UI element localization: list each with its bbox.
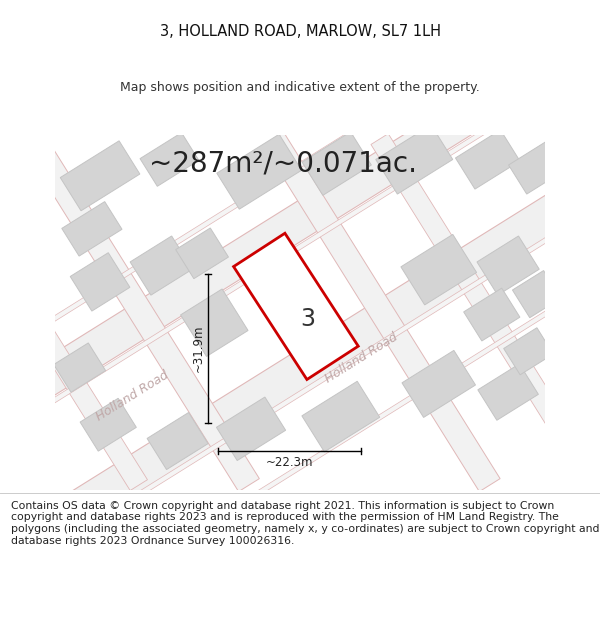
Polygon shape <box>263 132 500 492</box>
Text: Holland Road: Holland Road <box>323 330 400 386</box>
Polygon shape <box>0 161 600 583</box>
Polygon shape <box>0 0 600 362</box>
Polygon shape <box>62 202 122 256</box>
Text: Holland Road: Holland Road <box>94 369 172 424</box>
Text: 3: 3 <box>301 307 316 331</box>
Polygon shape <box>0 197 600 591</box>
Polygon shape <box>176 228 229 279</box>
Polygon shape <box>22 132 259 492</box>
Polygon shape <box>130 236 193 295</box>
Polygon shape <box>60 141 140 211</box>
Polygon shape <box>371 134 600 491</box>
Polygon shape <box>302 132 371 195</box>
Text: 3, HOLLAND ROAD, MARLOW, SL7 1LH: 3, HOLLAND ROAD, MARLOW, SL7 1LH <box>160 24 440 39</box>
Polygon shape <box>217 397 286 461</box>
Polygon shape <box>80 398 136 451</box>
Polygon shape <box>233 233 358 379</box>
Polygon shape <box>0 271 600 625</box>
Polygon shape <box>401 234 476 305</box>
Text: Contains OS data © Crown copyright and database right 2021. This information is : Contains OS data © Crown copyright and d… <box>11 501 599 546</box>
Polygon shape <box>217 134 302 209</box>
Polygon shape <box>70 253 130 311</box>
Text: ~287m²/~0.071ac.: ~287m²/~0.071ac. <box>149 149 417 178</box>
Text: ~22.3m: ~22.3m <box>266 456 314 469</box>
Polygon shape <box>512 271 561 318</box>
Polygon shape <box>478 364 538 420</box>
Polygon shape <box>181 289 248 356</box>
Polygon shape <box>376 125 453 194</box>
Polygon shape <box>54 343 106 392</box>
Polygon shape <box>147 412 208 469</box>
Polygon shape <box>464 288 520 341</box>
Polygon shape <box>302 381 380 452</box>
Polygon shape <box>0 50 600 444</box>
Polygon shape <box>503 328 553 375</box>
Polygon shape <box>509 141 565 194</box>
Text: ~31.9m: ~31.9m <box>191 324 205 372</box>
Polygon shape <box>455 130 520 189</box>
Text: Map shows position and indicative extent of the property.: Map shows position and indicative extent… <box>120 81 480 94</box>
Polygon shape <box>0 134 148 491</box>
Polygon shape <box>477 236 539 295</box>
Polygon shape <box>0 11 600 431</box>
Polygon shape <box>402 351 476 418</box>
Polygon shape <box>140 132 199 186</box>
